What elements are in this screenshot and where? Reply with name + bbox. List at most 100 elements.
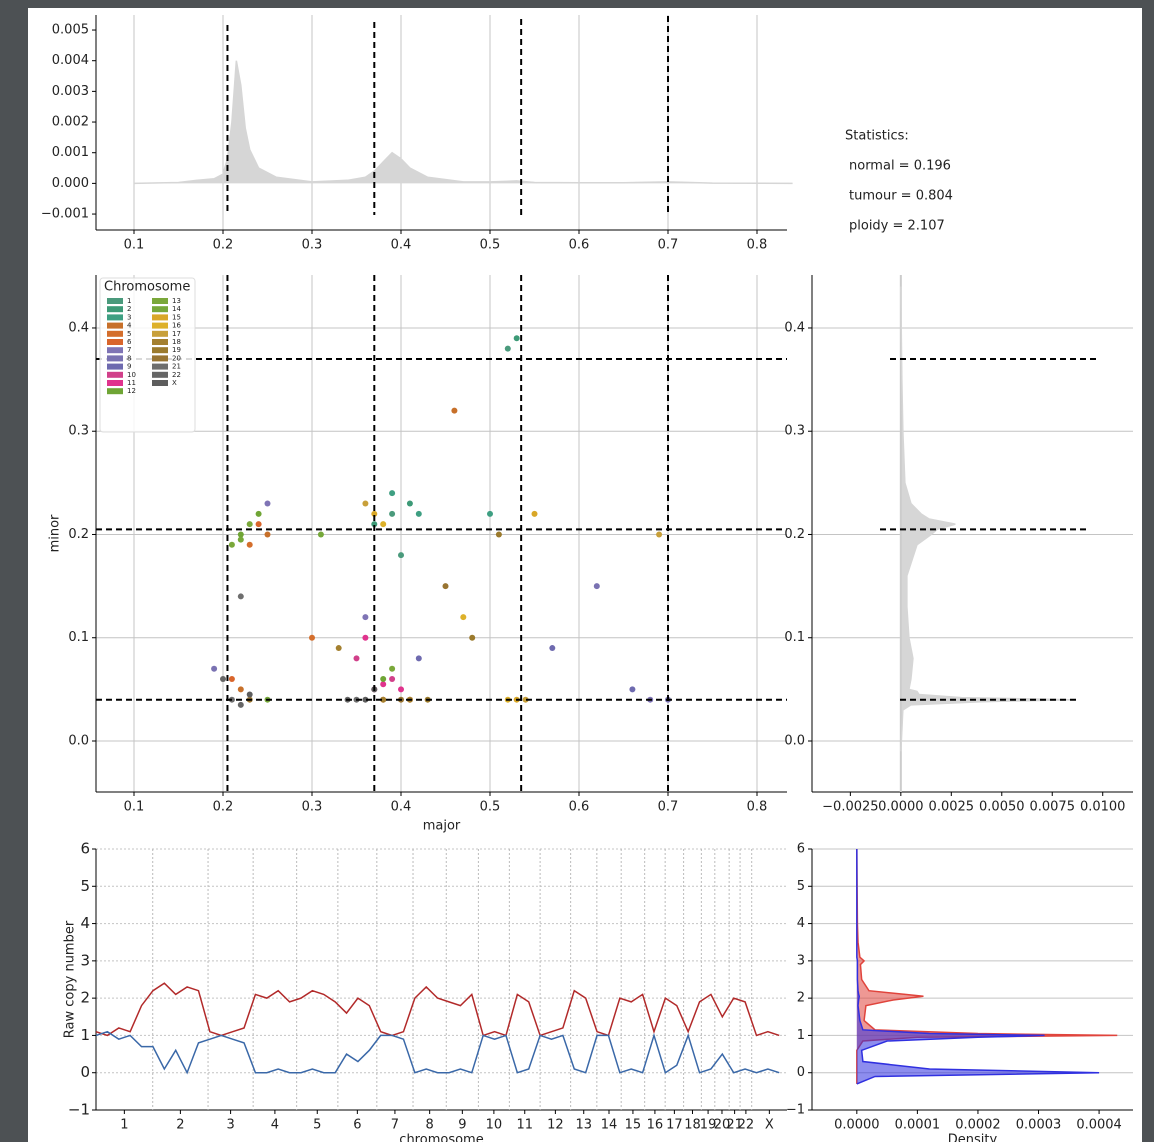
point (656, 531, 663, 538)
copy-number-line (95, 982, 780, 1037)
y-tick-label: 0.003 (52, 84, 89, 99)
point (389, 676, 396, 683)
x-tick-label: 3 (226, 1118, 234, 1133)
x-tick-label: X (765, 1118, 774, 1133)
legend-swatch (107, 314, 123, 321)
point (487, 510, 494, 517)
y-tick-label: 4 (797, 916, 805, 931)
legend-title: Chromosome (104, 280, 190, 295)
legend-label: 8 (127, 354, 131, 362)
x-tick-label: 0.0100 (1080, 800, 1126, 815)
legend-label: 11 (127, 379, 136, 387)
point (380, 681, 387, 688)
legend-label: 17 (172, 330, 181, 338)
y-tick-label: 0.1 (68, 630, 89, 645)
legend-label: 15 (172, 313, 181, 321)
point (220, 676, 227, 683)
legend-label: 10 (127, 371, 136, 379)
legend-swatch (107, 339, 123, 345)
x-tick-label: 0.7 (658, 238, 679, 253)
x-tick-label: 22 (738, 1118, 755, 1133)
x-tick-label: 0.6 (569, 800, 590, 815)
x-tick-label: 14 (601, 1118, 618, 1133)
x-tick-label: 8 (426, 1118, 434, 1133)
legend-label: 3 (127, 313, 131, 321)
legend-swatch (152, 363, 168, 370)
point (362, 500, 369, 507)
x-tick-label: 0.0000 (834, 1118, 880, 1133)
legend-swatch (107, 355, 123, 362)
y-tick-label: 0.3 (784, 424, 805, 439)
statistic: normal = 0.196 (849, 159, 951, 174)
y-tick-label: 0.005 (52, 23, 89, 38)
point (335, 645, 342, 652)
point (309, 634, 316, 641)
point (237, 686, 244, 693)
y-tick-label: 0.0 (784, 733, 805, 748)
y-tick-label: 0.002 (52, 115, 89, 130)
y-tick-label: 0.2 (68, 527, 89, 542)
point (460, 614, 467, 621)
point (211, 665, 218, 672)
x-tick-label: 0.3 (302, 800, 323, 815)
x-tick-label: 0.8 (747, 800, 768, 815)
x-tick-label: 13 (575, 1118, 592, 1133)
x-tick-label: 4 (271, 1118, 279, 1133)
x-tick-label: 0.0000 (878, 800, 924, 815)
x-tick-label: 0.0075 (1029, 800, 1075, 815)
legend-swatch (107, 380, 123, 386)
copy-number-line (95, 1030, 780, 1075)
y-tick-label: 1 (797, 1028, 805, 1043)
point (406, 500, 413, 507)
point (380, 676, 387, 683)
legend-swatch (107, 330, 123, 337)
point (415, 655, 422, 662)
legend-label: 21 (172, 363, 181, 371)
y-tick-label: 2 (80, 989, 90, 1007)
point (389, 665, 396, 672)
legend-swatch (107, 388, 123, 395)
point (504, 345, 511, 352)
y-tick-label: 6 (797, 842, 805, 857)
y-tick-label: 3 (80, 951, 90, 969)
legend-swatch (152, 339, 168, 345)
y-tick-label: 5 (797, 879, 805, 894)
y-tick-label: 0.1 (784, 630, 805, 645)
point (513, 335, 520, 342)
y-tick-label: 0.4 (68, 320, 89, 335)
x-tick-label: 7 (391, 1118, 399, 1133)
x-tick-label: −0.0025 (822, 800, 878, 815)
legend-label: 20 (172, 354, 181, 362)
x-tick-label: 0.3 (302, 238, 323, 253)
point (246, 691, 253, 698)
x-tick-label: 21 (726, 1118, 743, 1133)
y-tick-label: 0.4 (784, 320, 805, 335)
legend-label: 5 (127, 330, 131, 338)
y-tick-label: −1 (68, 1101, 90, 1119)
point (442, 583, 449, 590)
point (398, 552, 405, 559)
point (415, 510, 422, 517)
legend-swatch (152, 314, 168, 321)
point (237, 593, 244, 600)
point (371, 521, 378, 528)
legend-label: 2 (127, 305, 131, 313)
x-tick-label: 0.4 (391, 800, 412, 815)
y-tick-label: 1 (80, 1026, 90, 1044)
statistic: tumour = 0.804 (849, 189, 953, 204)
point (593, 583, 600, 590)
point (264, 500, 271, 507)
x-tick-label: 17 (666, 1118, 683, 1133)
point (362, 634, 369, 641)
x-tick-label: 0.8 (747, 238, 768, 253)
x-tick-label: 0.5 (480, 800, 501, 815)
legend-label: X (172, 379, 177, 387)
legend-box (99, 277, 196, 433)
x-tick-label: 10 (486, 1118, 503, 1133)
figure-background (28, 8, 1142, 1142)
x-tick-label: 19 (700, 1118, 717, 1133)
x-tick-label: 0.5 (480, 238, 501, 253)
legend-label: 22 (172, 371, 181, 379)
